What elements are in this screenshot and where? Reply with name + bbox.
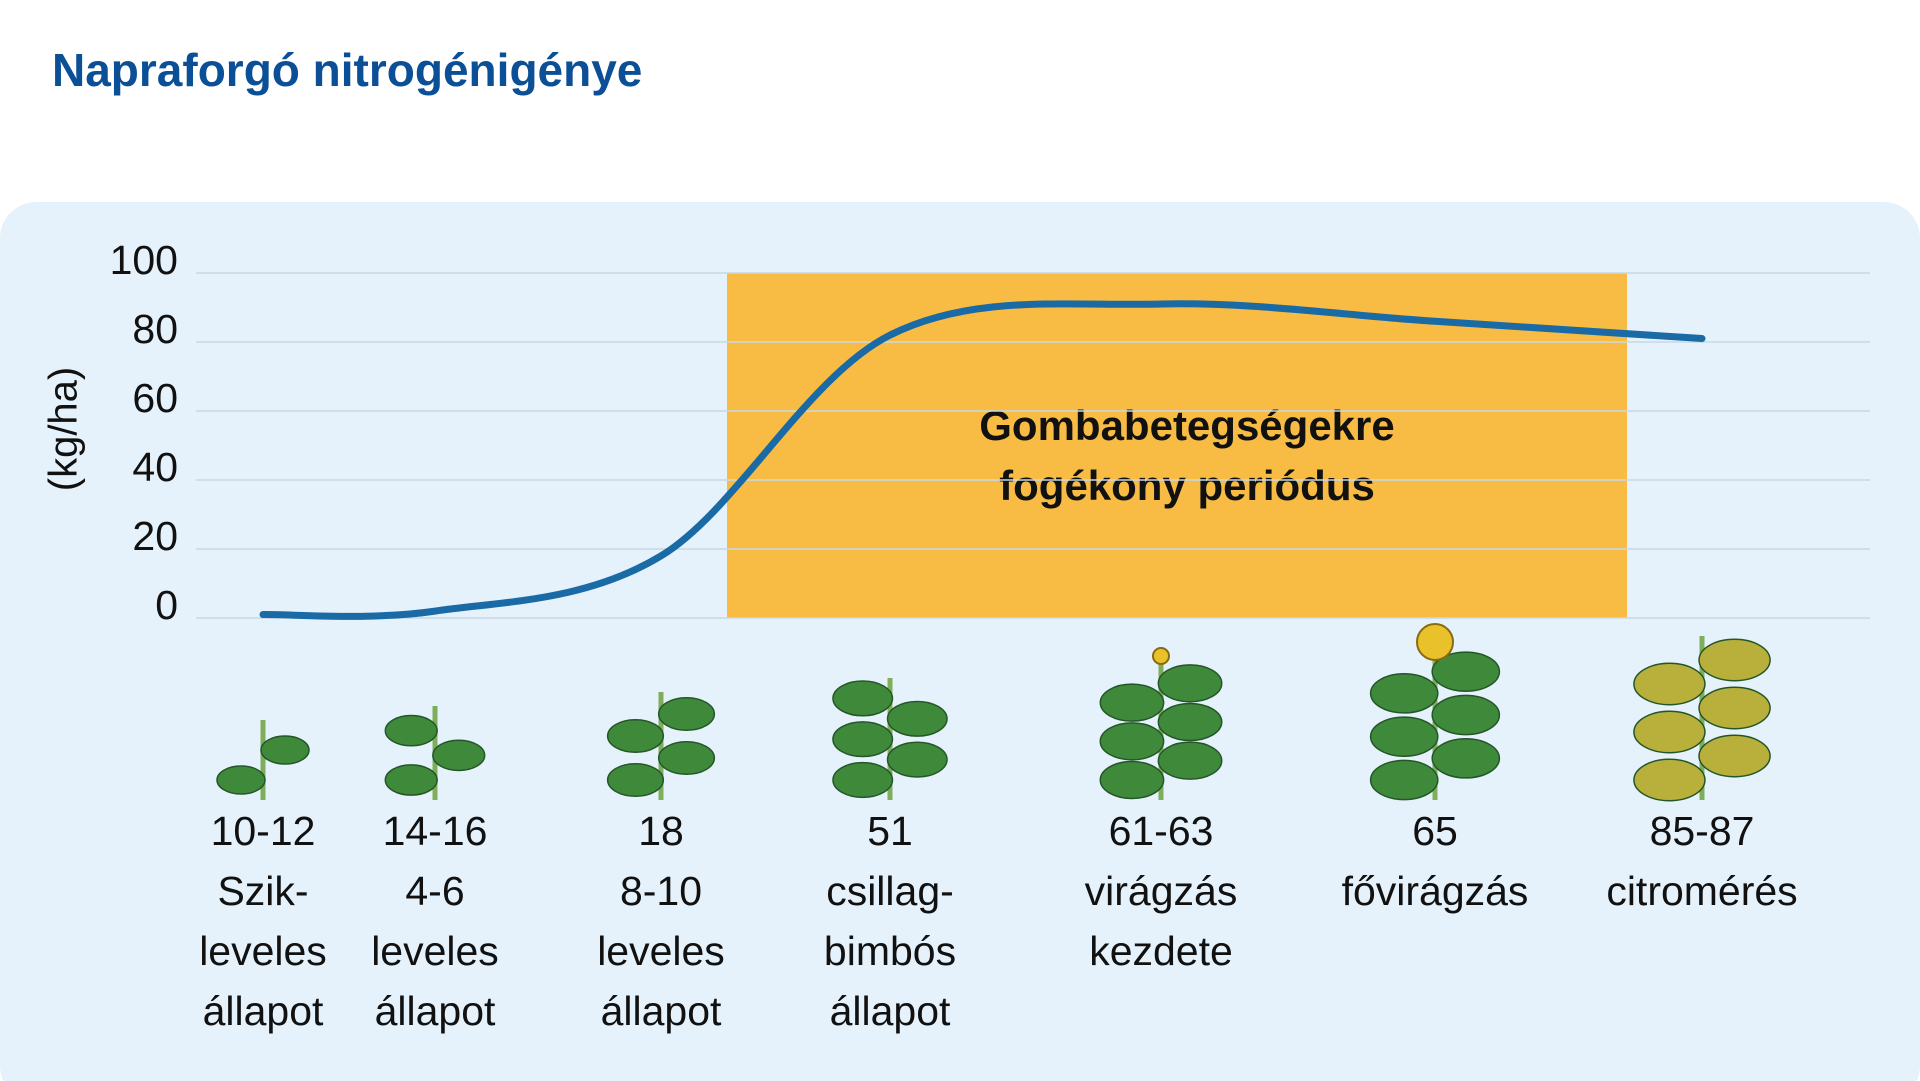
x-tick-label: állapot [203,988,324,1034]
leaf [216,765,266,795]
leaf [1157,702,1223,742]
leaf [1369,759,1439,801]
x-tick-label: leveles [199,928,327,974]
leaf [384,764,438,796]
x-tick-label: 8-10 [620,868,702,914]
leaf [1698,638,1771,682]
y-tick-label: 0 [155,582,178,628]
x-tick-label: 61-63 [1109,808,1214,854]
flower [1416,623,1454,661]
y-tick-label: 40 [132,444,178,490]
x-tick-label: állapot [601,988,722,1034]
x-tick-label: 18 [638,808,684,854]
plant-illustration [832,678,948,800]
plant-illustration [1099,647,1223,800]
y-tick-label: 20 [132,513,178,559]
x-tick-label: kezdete [1089,928,1233,974]
leaf [832,761,894,799]
x-tick-label: virágzás [1085,868,1238,914]
leaf [1369,672,1439,714]
x-tick-label: citromérés [1606,868,1797,914]
leaf [1431,651,1501,693]
leaf [432,739,486,772]
leaf [1099,722,1165,761]
x-tick-label: bimbós [824,928,956,974]
leaf [1633,758,1706,802]
x-tick-label: leveles [597,928,725,974]
line [259,300,1706,620]
leaf [384,714,438,747]
x-tick-label: leveles [371,928,499,974]
leaf [1698,734,1771,778]
y-tick-label: 60 [132,375,178,421]
x-tick-label: 4-6 [405,868,464,914]
leaf [886,700,948,737]
leaf [1369,716,1439,758]
leaf [1157,741,1223,780]
x-tick-label: 10-12 [211,808,316,854]
leaf [657,741,716,775]
y-tick-label: 80 [132,306,178,352]
x-tick-label: 14-16 [383,808,488,854]
plant-illustration [384,706,486,800]
x-tick-label: csillag- [826,868,954,914]
leaf [606,719,665,753]
x-tick-label: állapot [375,988,496,1034]
leaf [1431,694,1501,736]
chart-title: Napraforgó nitrogénigénye [52,44,642,96]
leaf [832,721,894,758]
leaf [1431,737,1501,779]
x-tick-label: fővirágzás [1342,868,1529,914]
x-tick-label: 65 [1412,808,1458,854]
leaf [1099,760,1165,800]
leaf [1099,683,1165,722]
leaf [260,735,310,765]
y-axis-label: (kg/ha) [42,367,86,492]
leaf [1633,710,1706,754]
x-tick-label: állapot [830,988,951,1034]
annotation-text: Gombabetegségekre [979,402,1395,449]
leaf [886,741,948,778]
highlight-band [727,273,1627,618]
leaf [657,697,716,731]
plant-illustration [1369,623,1501,801]
x-tick-label: 85-87 [1650,808,1755,854]
plant-illustration [606,692,716,800]
x-tick-label: Szik- [217,868,308,914]
leaf [1633,662,1706,706]
leaf [606,763,665,797]
plant-illustration [1633,636,1771,802]
leaf [832,680,894,717]
annotation-text: fogékony periódus [999,462,1375,509]
plant-illustration [216,720,310,800]
leaf [1157,664,1223,703]
flower [1152,647,1170,665]
leaf [1698,686,1771,730]
y-tick-label: 100 [110,237,178,283]
x-tick-label: 51 [867,808,913,854]
